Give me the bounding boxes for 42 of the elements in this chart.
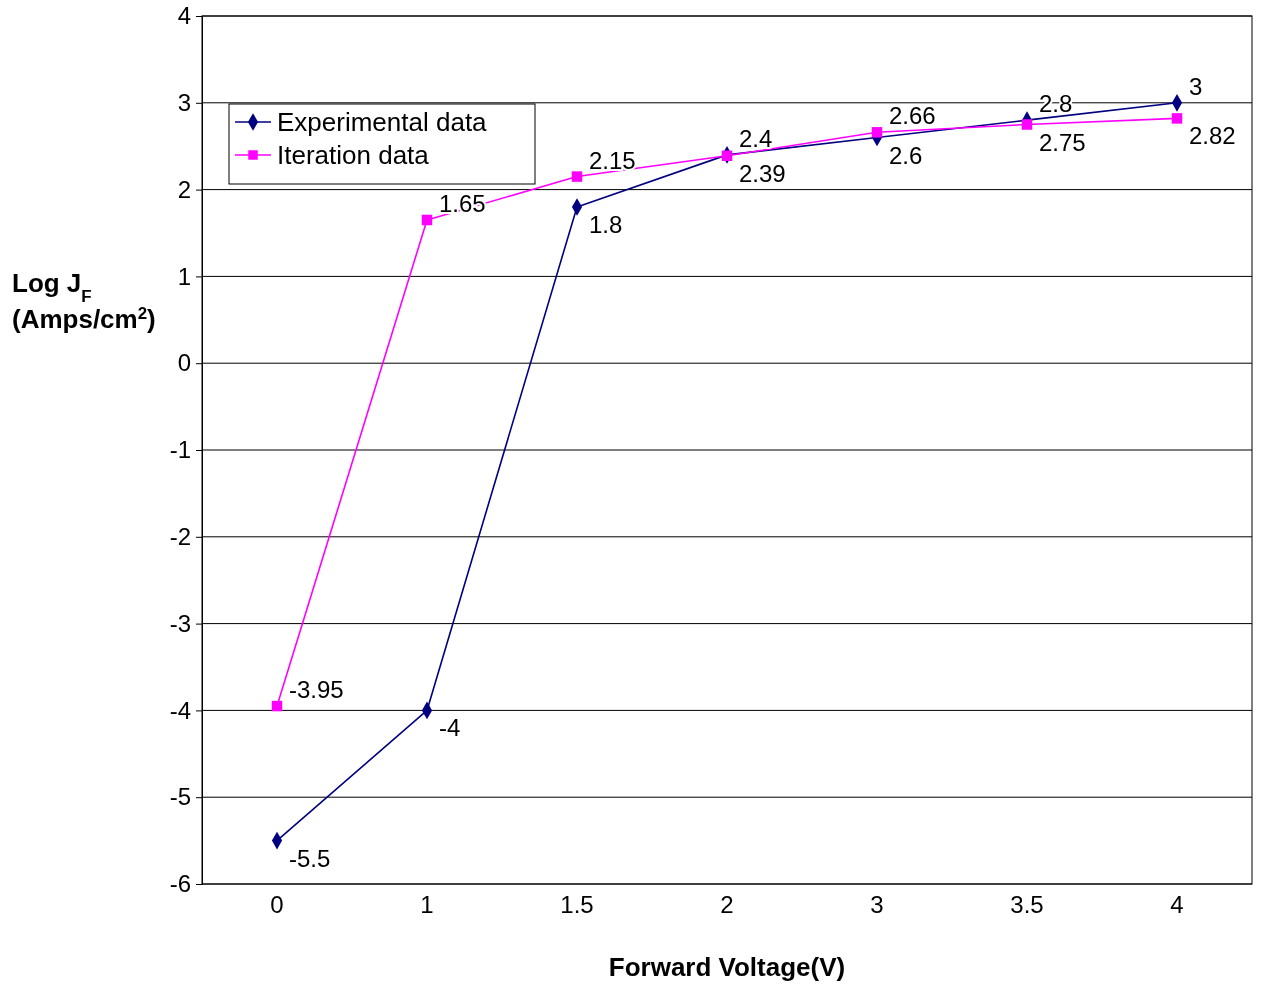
data-label: 1.65 — [439, 189, 486, 217]
point — [1021, 119, 1033, 130]
y-tick-label: -2 — [169, 522, 191, 550]
y-tick-label: -6 — [169, 870, 191, 898]
y-tick-label: -5 — [169, 783, 191, 811]
point — [271, 700, 283, 712]
point — [571, 171, 583, 182]
data-label: 2.15 — [589, 146, 636, 174]
y-tick-label: 3 — [177, 88, 191, 116]
data-label: 2.39 — [739, 159, 786, 187]
data-label: 1.8 — [589, 210, 623, 238]
y-tick-label: -4 — [169, 696, 191, 724]
y-tick-label: 4 — [177, 2, 191, 30]
x-tick-label: 3 — [870, 891, 884, 918]
legend-label: Experimental data — [277, 107, 488, 137]
x-tick-label: 1.5 — [560, 891, 594, 918]
point — [1171, 113, 1183, 124]
y-tick-label: 2 — [177, 175, 191, 203]
point — [871, 127, 883, 138]
data-label: 2.82 — [1189, 122, 1236, 150]
y-tick-label: 1 — [177, 262, 191, 290]
data-label: -3.95 — [289, 676, 344, 704]
point — [721, 150, 733, 161]
data-label: 2.6 — [889, 141, 923, 169]
y-tick-label: 0 — [177, 349, 191, 377]
point — [421, 214, 433, 226]
data-label: -4 — [439, 714, 461, 742]
data-label: 3 — [1189, 72, 1203, 100]
x-tick-label: 4 — [1170, 891, 1184, 918]
legend-label: Iteration data — [277, 140, 430, 170]
data-label: 2.75 — [1039, 128, 1086, 156]
x-axis-title: Forward Voltage(V) — [608, 952, 846, 982]
y-tick-label: -3 — [169, 609, 191, 637]
data-label: 2.66 — [889, 102, 936, 130]
y-tick-label: -1 — [169, 436, 191, 464]
data-label: 2.4 — [739, 124, 773, 152]
x-tick-label: 1 — [420, 891, 434, 918]
x-tick-label: 3.5 — [1010, 891, 1044, 918]
x-tick-label: 2 — [720, 891, 734, 918]
data-label: -5.5 — [289, 844, 331, 872]
x-tick-label: 0 — [270, 891, 284, 918]
y-axis-title: Log J$_{F}$ (Amps/cm$^{2}$) — [12, 268, 156, 334]
